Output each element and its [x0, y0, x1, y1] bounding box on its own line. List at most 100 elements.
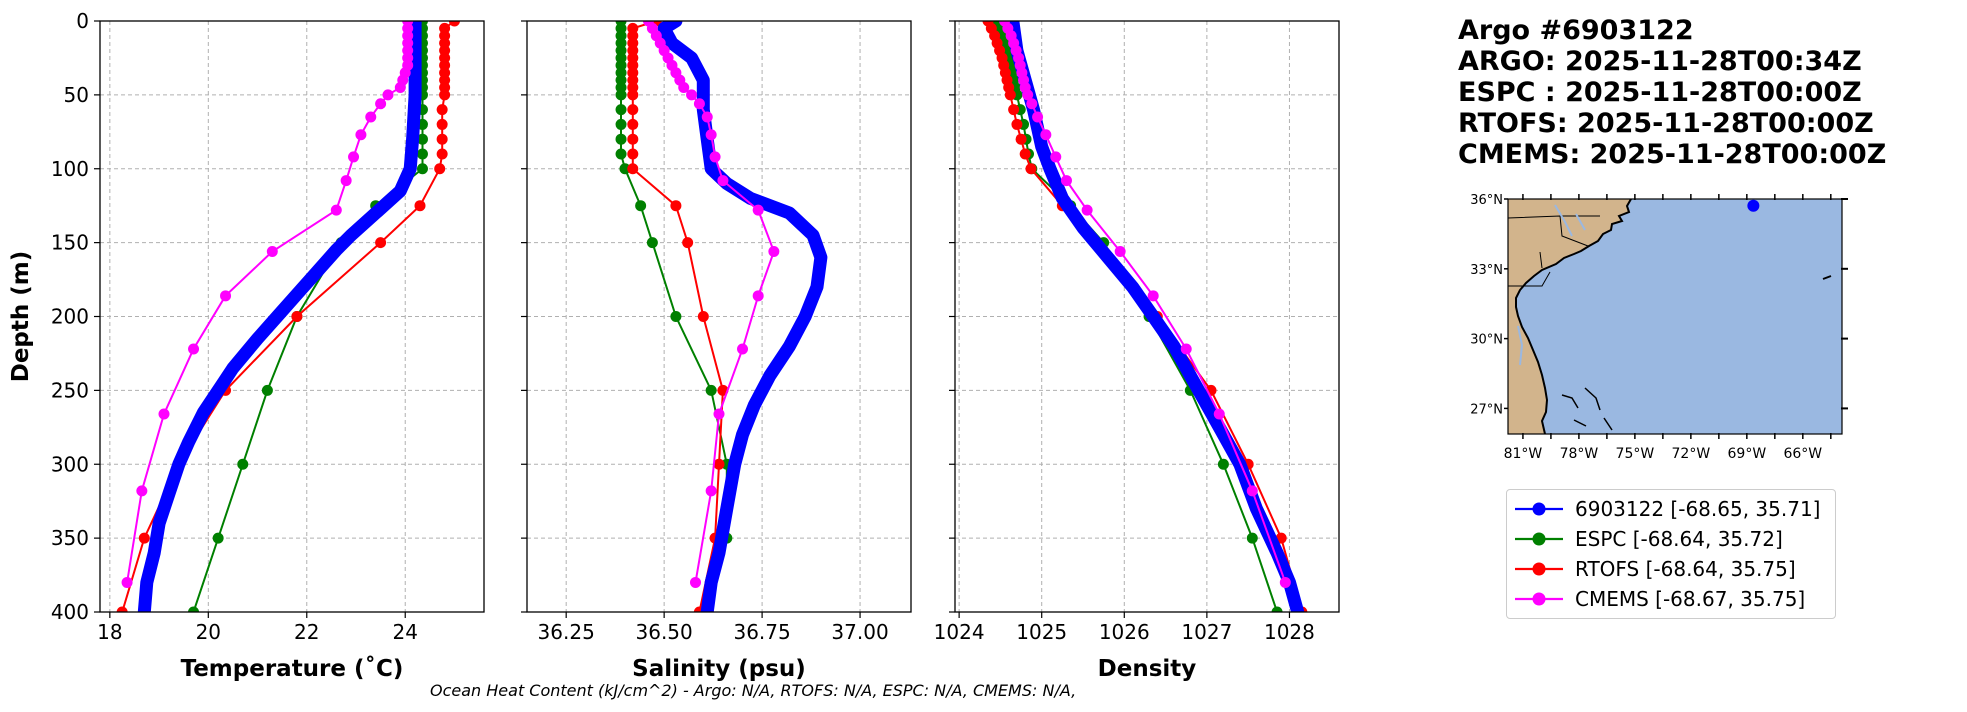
data-point-rtofs [375, 237, 387, 249]
series-group [615, 21, 828, 612]
data-point-rtofs [436, 148, 448, 160]
data-point-espc [615, 148, 627, 160]
data-point-rtofs [436, 104, 448, 116]
data-point-cmems [365, 111, 377, 123]
x-tick-label: 1027 [1181, 620, 1232, 644]
legend-item: CMEMS [-68.67, 35.75] [1513, 584, 1827, 614]
data-point-rtofs [627, 148, 639, 160]
map-frame-ticks [1504, 194, 1848, 439]
x-tick-label: 1026 [1099, 620, 1150, 644]
data-point-espc [670, 311, 682, 322]
data-point-rtofs [138, 532, 150, 544]
data-point-cmems [737, 343, 749, 355]
cmems-time: CMEMS: 2025-11-28T00:00Z [1458, 139, 1887, 170]
data-point-rtofs [291, 311, 303, 322]
legend-label: 6903122 [-68.65, 35.71] [1575, 497, 1821, 521]
title-block: Argo #6903122 ARGO: 2025-11-28T00:34Z ES… [1458, 15, 1886, 170]
x-tick-label: 36.50 [636, 620, 693, 644]
data-point-rtofs [436, 118, 448, 130]
x-axis-label: Salinity (psu) [632, 656, 806, 682]
argo-time: ARGO: 2025-11-28T00:34Z [1458, 46, 1862, 77]
x-tick-label: 1028 [1264, 620, 1315, 644]
data-point-cmems [768, 245, 780, 257]
x-tick-label: 18 [97, 620, 122, 644]
x-tick-label: 1024 [934, 620, 985, 644]
data-point-cmems [220, 290, 232, 302]
legend-label: ESPC [-68.64, 35.72] [1575, 527, 1783, 551]
data-point-rtofs [697, 311, 709, 322]
argo-float-marker [1747, 199, 1760, 212]
data-point-rtofs [1025, 163, 1037, 175]
map-rivers [1517, 204, 1586, 366]
data-point-cmems [1180, 343, 1192, 355]
series-group [116, 21, 460, 612]
data-point-cmems [701, 111, 713, 123]
x-tick-label: 36.25 [538, 620, 595, 644]
data-point-rtofs [1011, 118, 1023, 130]
data-point-cmems [394, 81, 406, 93]
map-frame [1507, 198, 1843, 435]
data-point-cmems [340, 175, 352, 187]
data-point-rtofs [436, 133, 448, 145]
data-point-cmems [705, 485, 717, 497]
data-point-espc [615, 133, 627, 145]
data-point-cmems [1081, 204, 1093, 216]
data-point-rtofs [434, 163, 446, 175]
map-latitude-labels: 36°N 33°N 30°N 27°N [1470, 193, 1503, 417]
data-point-cmems [1040, 129, 1052, 141]
y-tick-label: 0 [76, 9, 89, 33]
data-point-rtofs [627, 104, 639, 116]
data-point-cmems [1279, 576, 1291, 588]
map-land [1508, 199, 1631, 434]
map-longitude-labels: 81°W 78°W 75°W 72°W 69°W 66°W [1504, 446, 1823, 462]
x-tick-label: 24 [393, 620, 418, 644]
legend-swatch-rtofs [1515, 562, 1563, 576]
map-bahamas [1561, 387, 1613, 431]
data-point-cmems [266, 245, 278, 257]
series-line-argo [137, 21, 422, 612]
map-lat-label: 36°N [1470, 193, 1503, 208]
data-point-cmems [689, 576, 701, 588]
x-axis-label: Temperature (˚C) [181, 655, 404, 682]
legend-item: RTOFS [-68.64, 35.75] [1513, 554, 1827, 584]
data-point-cmems [1050, 151, 1062, 163]
density-panel: 1024 1025 1026 1027 1028 Density [934, 20, 1340, 682]
map-lon-label: 81°W [1504, 446, 1543, 462]
data-point-espc [237, 458, 249, 470]
data-point-rtofs [116, 606, 128, 612]
temperature-panel: 18 20 22 24 0 50 100 150 200 250 300 350 400 Temperat… [8, 9, 485, 682]
y-axis-label: Depth (m) [8, 251, 34, 383]
series-line-argo [657, 21, 828, 612]
data-point-cmems [709, 151, 721, 163]
data-point-rtofs [1015, 133, 1027, 145]
espc-time: ESPC : 2025-11-28T00:00Z [1458, 77, 1862, 108]
ohc-footnote: Ocean Heat Content (kJ/cm^2) - Argo: N/A… [430, 681, 1077, 700]
data-point-cmems [686, 89, 698, 101]
data-point-espc [615, 104, 627, 116]
data-point-espc [646, 237, 658, 249]
data-point-cmems [1114, 245, 1126, 257]
map-lat-label: 30°N [1470, 333, 1503, 348]
series-group [982, 21, 1308, 612]
data-point-cmems [382, 89, 394, 101]
data-point-espc [1246, 532, 1258, 544]
map-lon-label: 78°W [1560, 446, 1599, 462]
data-point-cmems [1060, 175, 1072, 187]
x-tick-label: 1025 [1016, 620, 1067, 644]
data-point-cmems [375, 98, 387, 110]
series-line-cmems [647, 21, 775, 583]
x-tick-label: 37.00 [831, 620, 888, 644]
x-tick-label: 20 [196, 620, 221, 644]
data-point-cmems [705, 129, 717, 141]
data-point-cmems [188, 343, 200, 355]
data-point-cmems [752, 290, 764, 302]
data-point-espc [635, 200, 647, 212]
data-point-cmems [1026, 98, 1038, 110]
data-point-rtofs [1004, 89, 1016, 101]
map-bermuda [1822, 275, 1832, 280]
map-lon-label: 66°W [1783, 446, 1822, 462]
data-point-cmems [136, 485, 148, 497]
legend-swatch-cmems [1515, 592, 1563, 606]
data-point-cmems [1032, 111, 1044, 123]
